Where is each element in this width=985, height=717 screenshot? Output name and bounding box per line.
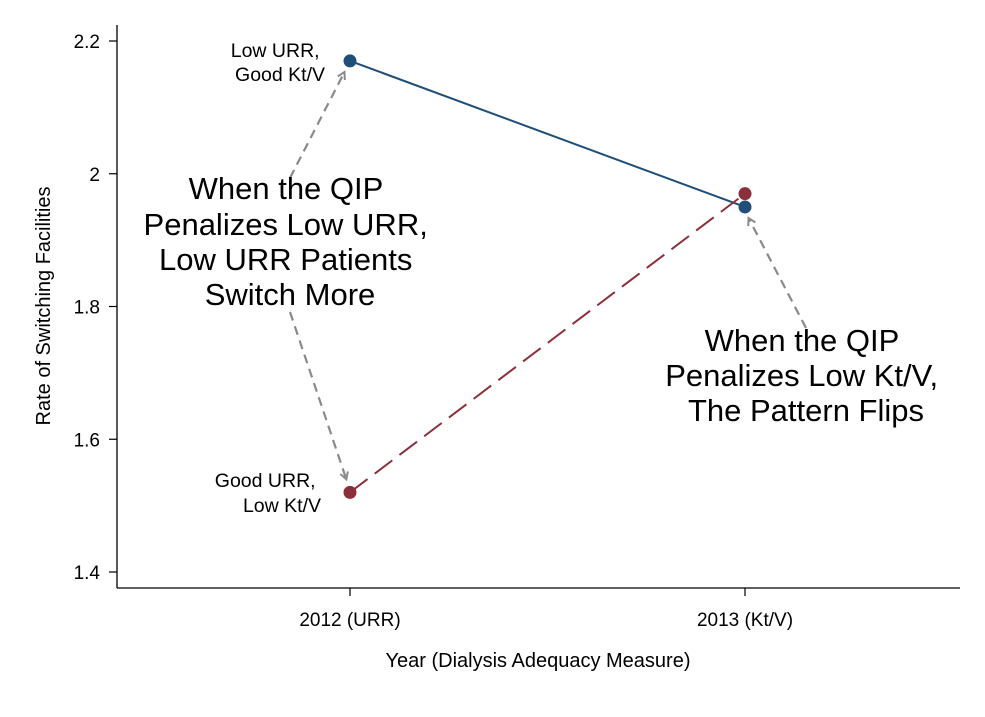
series-0-line xyxy=(349,59,746,208)
x-axis-title: Year (Dialysis Adequacy Measure) xyxy=(386,650,691,672)
series-0-point-0 xyxy=(343,54,357,68)
arrow-to-2013-point xyxy=(749,219,807,329)
y-tick-label: 1.8 xyxy=(74,298,100,319)
y-ticks: 1.4 1.6 1.8 2 2.2 xyxy=(74,32,117,584)
series-1-line xyxy=(349,192,746,494)
x-tick-label: 2012 (URR) xyxy=(299,610,400,631)
y-axis-title: Rate of Switching Facilities xyxy=(33,187,55,426)
points-layer xyxy=(343,54,752,499)
point-label-low-urr: Low URR, Good Kt/V xyxy=(231,40,325,86)
arrows-layer xyxy=(288,73,807,478)
y-tick-label: 2.2 xyxy=(74,32,100,53)
arrow-to-low-urr xyxy=(289,73,344,179)
series-layer xyxy=(349,59,746,494)
annotation-urr: When the QIP Penalizes Low URR, Low URR … xyxy=(144,171,437,312)
annotation-ktv: When the QIP Penalizes Low Kt/V, The Pat… xyxy=(665,323,946,428)
series-1-point-1 xyxy=(738,187,752,201)
y-tick-label: 1.4 xyxy=(74,563,101,584)
arrow-to-good-urr xyxy=(288,311,346,478)
series-1-point-0 xyxy=(343,485,357,499)
point-label-good-urr: Good URR, Low Kt/V xyxy=(215,470,321,517)
series-0-point-1 xyxy=(738,200,752,214)
x-ticks: 2012 (URR) 2013 (Kt/V) xyxy=(299,588,793,631)
x-tick-label: 2013 (Kt/V) xyxy=(697,610,793,631)
y-tick-label: 2 xyxy=(89,165,100,186)
y-tick-label: 1.6 xyxy=(74,430,100,451)
